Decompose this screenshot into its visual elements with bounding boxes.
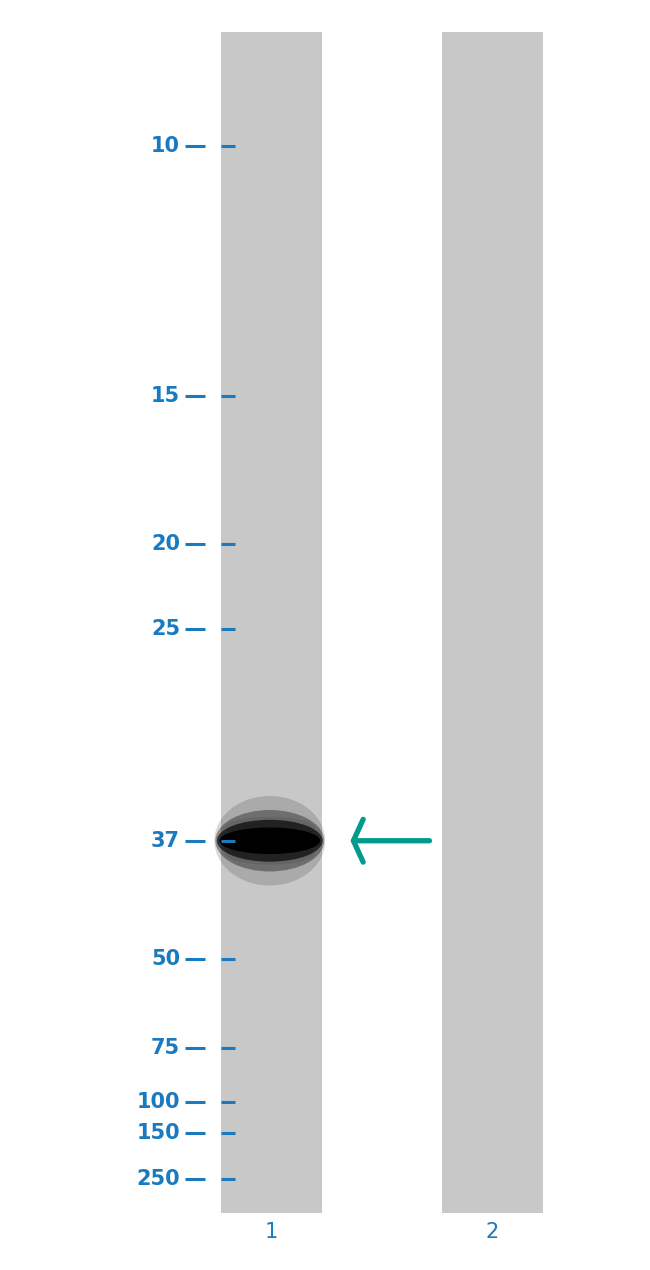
- Ellipse shape: [217, 820, 322, 861]
- Text: 20: 20: [151, 533, 180, 554]
- Ellipse shape: [220, 828, 320, 853]
- Text: 10: 10: [151, 136, 180, 156]
- Ellipse shape: [224, 817, 315, 839]
- Text: 150: 150: [136, 1123, 180, 1143]
- Ellipse shape: [215, 810, 324, 871]
- Text: 2: 2: [486, 1222, 499, 1242]
- Ellipse shape: [224, 842, 315, 865]
- Bar: [442, 32, 543, 1213]
- Text: 75: 75: [151, 1038, 180, 1058]
- Ellipse shape: [214, 796, 325, 885]
- Text: 50: 50: [151, 949, 180, 969]
- Text: 100: 100: [136, 1092, 180, 1113]
- Text: 25: 25: [151, 618, 180, 639]
- Text: 15: 15: [151, 386, 180, 406]
- Text: 37: 37: [151, 831, 180, 851]
- Bar: [221, 32, 322, 1213]
- Text: 250: 250: [136, 1168, 180, 1189]
- Text: 1: 1: [265, 1222, 278, 1242]
